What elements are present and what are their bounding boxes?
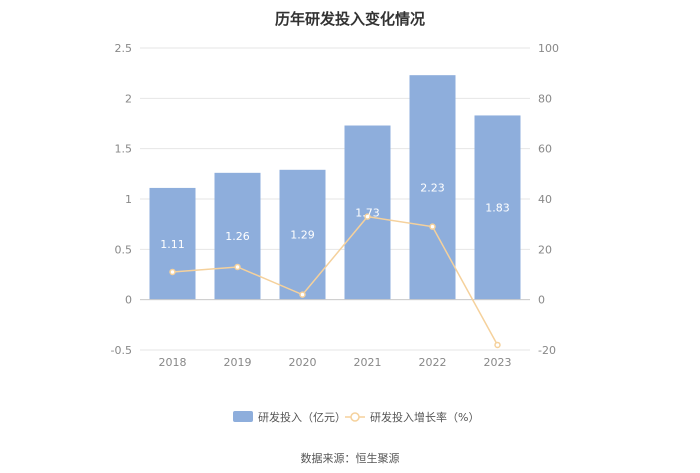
bar <box>149 187 196 300</box>
growth-point <box>364 213 371 220</box>
bar-data-label: 1.11 <box>160 238 185 251</box>
bar <box>409 75 456 300</box>
y-left-tick-label: 0 <box>125 294 132 307</box>
source-note: 数据来源：恒生聚源 <box>300 452 400 465</box>
growth-point <box>169 268 176 276</box>
bar-data-label: 1.83 <box>485 202 510 215</box>
y-right-tick-label: 20 <box>538 243 552 256</box>
legend-label-bar: 研发投入（亿元） <box>258 410 346 424</box>
y-right-tick-label: 100 <box>538 42 559 55</box>
legend-swatch-bar <box>233 411 253 422</box>
y-left-tick-label: -0.5 <box>111 344 132 357</box>
y-left-tick-label: 2.5 <box>115 42 133 55</box>
y-left-tick-label: 1 <box>125 193 132 206</box>
bar <box>474 115 521 300</box>
x-tick-label: 2019 <box>224 356 252 369</box>
legend-swatch-marker <box>350 412 360 422</box>
growth-point <box>494 341 501 349</box>
x-tick-label: 2022 <box>419 356 447 369</box>
growth-line <box>172 215 499 346</box>
y-left-tick-label: 1.5 <box>115 143 133 156</box>
y-left-tick-label: 2 <box>125 92 132 105</box>
growth-point <box>299 291 306 298</box>
y-right-tick-label: 60 <box>538 143 552 156</box>
chart-title: 历年研发投入变化情况 <box>274 10 425 28</box>
x-tick-label: 2020 <box>289 356 317 369</box>
y-right-tick-label: 80 <box>538 92 552 105</box>
bar-data-label: 1.73 <box>355 207 380 220</box>
y-right-tick-label: 0 <box>538 294 545 307</box>
y-left-tick-label: 0.5 <box>115 243 133 256</box>
bar-data-label: 1.29 <box>290 229 315 242</box>
bar-data-label: 2.23 <box>420 181 445 194</box>
legend-label-line: 研发投入增长率（%） <box>370 410 479 424</box>
bar <box>344 125 391 300</box>
x-tick-label: 2021 <box>354 356 382 369</box>
growth-point <box>429 223 436 230</box>
growth-point <box>234 263 241 271</box>
bar <box>214 172 261 300</box>
y-right-tick-label: 40 <box>538 193 552 206</box>
bar <box>279 169 326 300</box>
x-tick-label: 2023 <box>484 356 512 369</box>
bar-data-label: 1.26 <box>225 230 250 243</box>
y-right-tick-label: -20 <box>538 344 556 357</box>
x-tick-label: 2018 <box>159 356 187 369</box>
